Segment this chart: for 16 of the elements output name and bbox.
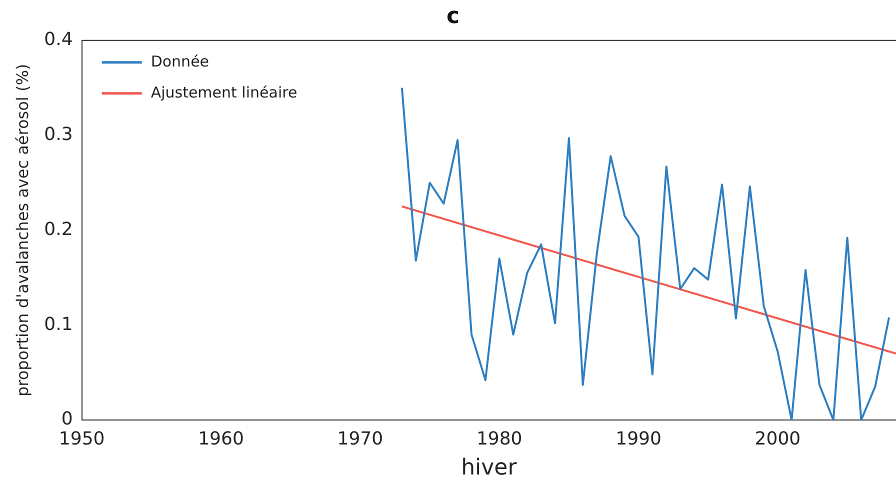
- legend-label: Donnée: [150, 52, 210, 70]
- x-tick-label: 2000: [754, 428, 801, 450]
- x-tick-label: 1980: [476, 428, 522, 450]
- y-tick-label: 0: [61, 408, 73, 430]
- y-axis-title: proportion d'avalanches avec aérosol (%): [12, 64, 32, 397]
- y-tick-label: 0.3: [44, 124, 73, 145]
- x-tick-label: 1990: [616, 428, 662, 450]
- y-tick-label: 0.2: [44, 218, 73, 240]
- x-tick-label: 1960: [198, 428, 244, 450]
- x-axis-title: hiver: [461, 456, 518, 481]
- x-tick-label: 1950: [58, 428, 105, 450]
- chart-title: c: [446, 4, 460, 29]
- y-tick-label: 0.1: [44, 314, 73, 335]
- y-tick-label: 0.4: [44, 29, 73, 50]
- legend-label: Ajustement linéaire: [150, 83, 298, 102]
- x-tick-label: 1970: [337, 428, 384, 450]
